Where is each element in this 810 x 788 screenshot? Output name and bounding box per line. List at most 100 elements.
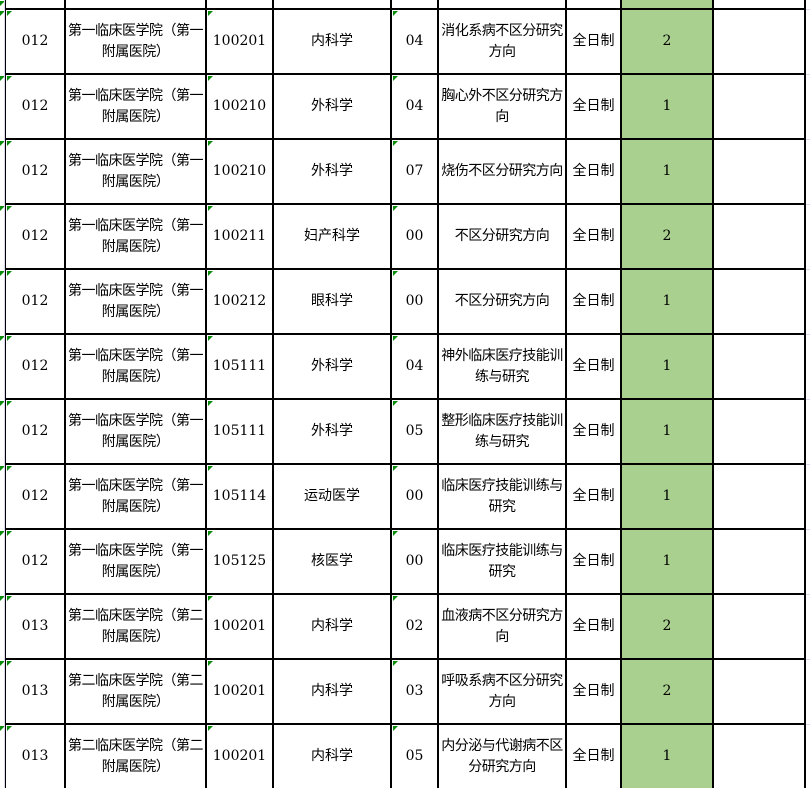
cell-dept-code[interactable]: 012 — [4, 73, 66, 140]
cell-dept-code[interactable]: 013 — [4, 723, 66, 788]
cell-study-mode[interactable]: 全日制 — [565, 333, 622, 400]
cell-direction[interactable]: 烧伤不区分研究方向 — [437, 138, 567, 205]
cell-note[interactable] — [712, 398, 806, 465]
cell-dept-name[interactable]: 第一临床医学院（第一 附属医院） — [64, 8, 207, 75]
cell-dept-name[interactable]: 第一临床医学院（第一 附属医院） — [64, 73, 207, 140]
cell-major-code[interactable]: 100201 — [205, 723, 274, 788]
cell-note[interactable] — [712, 8, 806, 75]
cell-quota[interactable]: 1 — [620, 723, 714, 788]
cell-major-name[interactable]: 妇产科学 — [272, 203, 392, 270]
cell-direction[interactable]: 消化系病不区分研究 方向 — [437, 8, 567, 75]
cell-quota[interactable]: 2 — [620, 203, 714, 270]
cell-note[interactable] — [712, 528, 806, 595]
cell-study-mode[interactable]: 全日制 — [565, 268, 622, 335]
cell-dept-code[interactable]: 012 — [4, 463, 66, 530]
cell-note[interactable] — [712, 0, 806, 10]
cell-major-code[interactable]: 105111 — [205, 398, 274, 465]
cell-direction-code[interactable]: 04 — [390, 73, 439, 140]
cell-quota[interactable]: 1 — [620, 398, 714, 465]
cell-quota[interactable]: 2 — [620, 658, 714, 725]
cell-major-code[interactable]: 100210 — [205, 138, 274, 205]
cell-note[interactable] — [712, 73, 806, 140]
cell-dept-name[interactable]: 第一临床医学院（第一 附属医院） — [64, 268, 207, 335]
cell-dept-code[interactable]: 012 — [4, 333, 66, 400]
cell-study-mode[interactable]: 全日制 — [565, 528, 622, 595]
cell-direction-code[interactable] — [390, 0, 439, 10]
cell-quota[interactable]: 1 — [620, 528, 714, 595]
cell-direction-code[interactable]: 07 — [390, 138, 439, 205]
cell-study-mode[interactable]: 全日制 — [565, 398, 622, 465]
cell-direction-code[interactable]: 02 — [390, 593, 439, 660]
cell-major-code[interactable]: 105125 — [205, 528, 274, 595]
cell-major-name[interactable]: 眼科学 — [272, 268, 392, 335]
cell-note[interactable] — [712, 723, 806, 788]
cell-direction[interactable]: 整形临床医疗技能训 练与研究 — [437, 398, 567, 465]
cell-major-code[interactable]: 100201 — [205, 658, 274, 725]
cell-quota[interactable]: 1 — [620, 463, 714, 530]
cell-study-mode[interactable]: 全日制 — [565, 138, 622, 205]
cell-dept-name[interactable]: 第二临床医学院（第二 附属医院） — [64, 658, 207, 725]
cell-study-mode[interactable]: 全日制 — [565, 8, 622, 75]
cell-dept-code[interactable]: 012 — [4, 268, 66, 335]
cell-note[interactable] — [712, 203, 806, 270]
cell-direction-code[interactable]: 03 — [390, 658, 439, 725]
cell-quota[interactable]: 1 — [620, 333, 714, 400]
cell-direction-code[interactable]: 00 — [390, 528, 439, 595]
cell-study-mode[interactable]: 全日制 — [565, 658, 622, 725]
cell-dept-name[interactable]: 第二临床医学院（第二 附属医院） — [64, 723, 207, 788]
cell-major-name[interactable]: 外科学 — [272, 333, 392, 400]
cell-study-mode[interactable]: 全日制 — [565, 203, 622, 270]
cell-direction[interactable]: 胸心外不区分研究方 向 — [437, 73, 567, 140]
cell-study-mode[interactable]: 全日制 — [565, 73, 622, 140]
cell-dept-code[interactable]: 013 — [4, 593, 66, 660]
cell-major-name[interactable]: 内科学 — [272, 723, 392, 788]
cell-major-code[interactable]: 100201 — [205, 593, 274, 660]
cell-dept-name[interactable]: 第二临床医学院（第二 附属医院） — [64, 593, 207, 660]
cell-major-name[interactable]: 外科学 — [272, 73, 392, 140]
cell-direction-code[interactable]: 04 — [390, 8, 439, 75]
cell-dept-name[interactable]: 第一临床医学院（第一 附属医院） — [64, 138, 207, 205]
cell-direction-code[interactable]: 00 — [390, 268, 439, 335]
cell-major-name[interactable]: 内科学 — [272, 8, 392, 75]
cell-dept-code[interactable]: 013 — [4, 658, 66, 725]
cell-dept-code[interactable]: 012 — [4, 398, 66, 465]
cell-study-mode[interactable]: 全日制 — [565, 463, 622, 530]
cell-study-mode[interactable]: 全日制 — [565, 723, 622, 788]
cell-quota[interactable]: 1 — [620, 268, 714, 335]
cell-direction-code[interactable]: 00 — [390, 463, 439, 530]
cell-major-code[interactable]: 100201 — [205, 8, 274, 75]
cell-direction-code[interactable]: 05 — [390, 723, 439, 788]
cell-dept-name[interactable]: 第一临床医学院（第一 附属医院） — [64, 463, 207, 530]
cell-major-code[interactable] — [205, 0, 274, 10]
cell-dept-code[interactable]: 012 — [4, 8, 66, 75]
cell-major-name[interactable]: 内科学 — [272, 593, 392, 660]
cell-study-mode[interactable] — [565, 0, 622, 10]
cell-major-code[interactable]: 105114 — [205, 463, 274, 530]
cell-note[interactable] — [712, 268, 806, 335]
cell-major-code[interactable]: 100212 — [205, 268, 274, 335]
cell-dept-name[interactable]: 第一临床医学院（第一 附属医院） — [64, 398, 207, 465]
cell-note[interactable] — [712, 658, 806, 725]
cell-major-name[interactable]: 外科学 — [272, 398, 392, 465]
cell-dept-name[interactable]: 第一临床医学院（第一 附属医院） — [64, 333, 207, 400]
cell-dept-code[interactable]: 012 — [4, 203, 66, 270]
cell-direction[interactable]: 临床医疗技能训练与 研究 — [437, 463, 567, 530]
cell-quota[interactable]: 1 — [620, 73, 714, 140]
cell-dept-name[interactable]: 第一临床医学院（第一 附属医院） — [64, 203, 207, 270]
cell-quota[interactable]: 2 — [620, 8, 714, 75]
cell-quota[interactable]: 2 — [620, 593, 714, 660]
cell-direction[interactable]: 呼吸系病不区分研究 方向 — [437, 658, 567, 725]
cell-major-name[interactable]: 内科学 — [272, 658, 392, 725]
cell-note[interactable] — [712, 138, 806, 205]
cell-major-name[interactable]: 运动医学 — [272, 463, 392, 530]
cell-direction[interactable]: 不区分研究方向 — [437, 203, 567, 270]
cell-major-code[interactable]: 100210 — [205, 73, 274, 140]
cell-major-name[interactable] — [272, 0, 392, 10]
cell-major-name[interactable]: 外科学 — [272, 138, 392, 205]
cell-direction[interactable]: 不区分研究方向 — [437, 268, 567, 335]
cell-note[interactable] — [712, 333, 806, 400]
cell-direction[interactable]: 内分泌与代谢病不区 分研究方向 — [437, 723, 567, 788]
cell-direction-code[interactable]: 05 — [390, 398, 439, 465]
cell-direction[interactable]: 神外临床医疗技能训 练与研究 — [437, 333, 567, 400]
cell-direction-code[interactable]: 00 — [390, 203, 439, 270]
